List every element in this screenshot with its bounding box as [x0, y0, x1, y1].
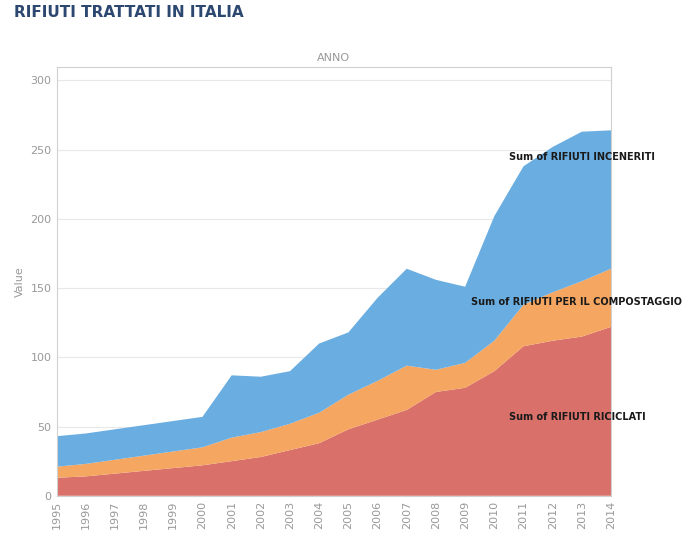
Y-axis label: Value: Value	[15, 266, 25, 296]
Text: Sum of RIFIUTI RICICLATI: Sum of RIFIUTI RICICLATI	[509, 412, 645, 422]
Text: RIFIUTI TRATTATI IN ITALIA: RIFIUTI TRATTATI IN ITALIA	[14, 5, 244, 21]
X-axis label: ANNO: ANNO	[317, 53, 351, 63]
Text: Sum of RIFIUTI INCENERITI: Sum of RIFIUTI INCENERITI	[509, 152, 654, 162]
Text: Sum of RIFIUTI PER IL COMPOSTAGGIO: Sum of RIFIUTI PER IL COMPOSTAGGIO	[471, 297, 682, 307]
